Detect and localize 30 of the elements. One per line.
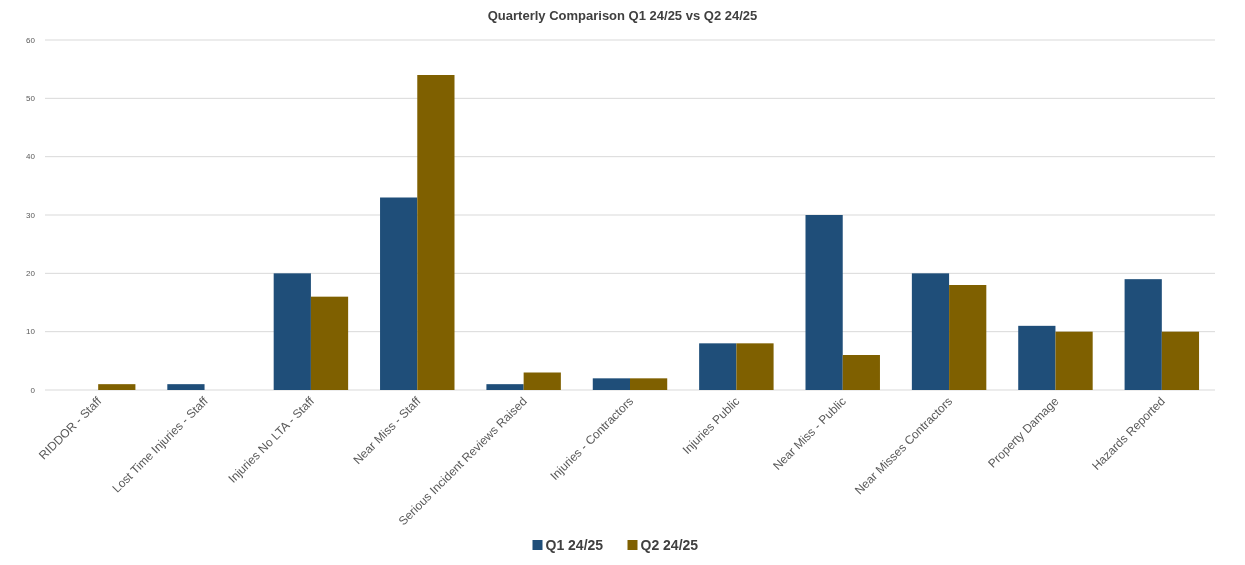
bar: [736, 343, 774, 390]
y-tick-label: 40: [26, 152, 36, 162]
legend-label: Q2 24/25: [640, 537, 699, 553]
bar: [592, 378, 630, 390]
y-tick-label: 20: [26, 268, 36, 278]
bar: [842, 355, 880, 390]
bar: [310, 296, 349, 390]
y-tick-label: 50: [26, 93, 36, 103]
bar: [699, 343, 737, 390]
legend-label: Q1 24/25: [545, 537, 604, 553]
bar: [417, 75, 455, 390]
bar: [98, 384, 136, 390]
bar: [949, 285, 987, 390]
bar: [1055, 331, 1093, 390]
bar: [1161, 331, 1200, 390]
bar: [167, 384, 205, 390]
bar: [630, 378, 668, 390]
y-tick-label: 60: [26, 35, 36, 45]
bar: [911, 273, 950, 390]
chart-title: Quarterly Comparison Q1 24/25 vs Q2 24/25: [487, 8, 758, 23]
y-tick-label: 30: [26, 210, 36, 220]
bar: [523, 372, 561, 390]
bar: [273, 273, 311, 390]
bar: [805, 215, 843, 390]
bar: [486, 384, 524, 390]
y-tick-label: 0: [30, 385, 36, 395]
y-tick-label: 10: [26, 327, 36, 337]
bar: [380, 197, 418, 390]
bar: [1018, 325, 1056, 390]
bar: [1124, 279, 1162, 390]
